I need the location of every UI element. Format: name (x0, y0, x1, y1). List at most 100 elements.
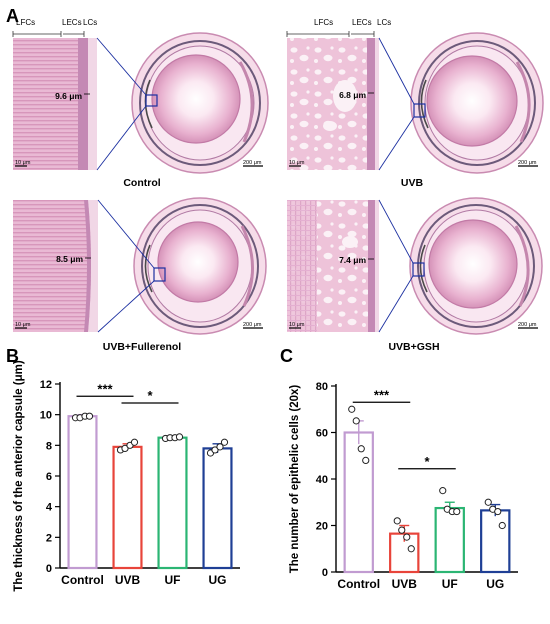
x-tick-label: UG (209, 573, 227, 587)
roi-box (145, 94, 158, 107)
panel-c-letter: C (280, 346, 293, 366)
y-tick-label: 12 (40, 379, 52, 391)
y-tick-label: 80 (316, 381, 328, 393)
y-tick-label: 0 (322, 567, 328, 579)
panel-b-chart: B 0 2 4 6 8 10 12 The thickness of the anterior… (6, 346, 240, 592)
scale-bar-small: 10 μm (289, 322, 305, 328)
panel-a-letter: A (6, 6, 19, 26)
data-point (352, 417, 360, 425)
data-point (484, 498, 492, 506)
y-tick-label: 40 (316, 474, 328, 486)
data-point (220, 438, 229, 446)
data-point (348, 405, 356, 413)
micrograph-zoom (287, 38, 379, 170)
thickness-label: 7.4 μm (339, 255, 366, 265)
scale-bar-small: 10 μm (289, 160, 305, 166)
group-label: UVB+Fullerenol (103, 341, 182, 353)
group-label: UVB (401, 177, 424, 189)
capsule-layer (368, 200, 375, 332)
scale-bar-large: 200 μm (518, 160, 537, 166)
significance-label: * (147, 388, 153, 403)
tile-control: LFCs LECs LCs 9.6 μm 10 μm 200 μm Contro… (12, 18, 269, 189)
data-point (216, 443, 224, 451)
panel-a: A LFCs LECs LCs 9.6 μm 10 μm (6, 6, 544, 353)
data-point (85, 412, 94, 420)
capsule-layer (367, 38, 375, 170)
data-point (211, 446, 219, 454)
bar-ug (480, 509, 511, 574)
bar-control (67, 415, 98, 570)
layer-label-lcs: LCs (377, 18, 391, 27)
data-point (498, 521, 506, 530)
data-point (403, 533, 411, 541)
x-tick-label: UF (165, 573, 181, 587)
roi-box (413, 103, 426, 118)
eye-section (131, 32, 269, 174)
y-axis-label: The number of epithelic cells (20x) (289, 385, 301, 574)
eye-section (133, 197, 267, 335)
eye-section (410, 32, 544, 174)
group-label: UVB+GSH (388, 341, 439, 353)
layer-label-lecs: LECs (352, 18, 372, 27)
thickness-label: 6.8 μm (339, 90, 366, 100)
y-tick-label: 8 (46, 440, 52, 452)
scale-bar-large: 200 μm (243, 322, 262, 328)
scale-bar-small: 10 μm (15, 160, 31, 166)
tile-uvb: LFCs LECs LCs 6.8 μm 10 μm 200 μm UVB (286, 18, 544, 189)
layer-label-lecs: LECs (62, 18, 82, 27)
group-label: Control (123, 177, 160, 189)
eye-section (409, 197, 543, 335)
bar-uf (434, 506, 465, 574)
data-point (175, 433, 184, 441)
x-tick-label: UVB (392, 577, 418, 591)
scale-bar-large: 200 μm (243, 160, 262, 166)
data-point (393, 517, 401, 525)
data-point (121, 444, 129, 452)
data-point (398, 526, 406, 534)
y-tick-label: 2 (46, 532, 52, 544)
data-point (362, 456, 370, 464)
bar-uvb (112, 445, 143, 570)
capsule-layer (78, 38, 88, 170)
panel-c-chart: C 0 20 40 60 80 The number of epithelic cells… (280, 346, 518, 591)
data-point (130, 438, 139, 446)
x-tick-label: UVB (115, 573, 141, 587)
data-point (407, 545, 415, 553)
data-point (439, 487, 447, 495)
layer-label-lfcs: LFCs (314, 18, 333, 27)
significance-label: *** (97, 381, 113, 396)
y-tick-label: 4 (46, 502, 53, 514)
y-axis-label: The thickness of the anterior capsule (μ… (13, 360, 25, 592)
thickness-label: 9.6 μm (55, 91, 82, 101)
tile-uvb-gsh: 7.4 μm 10 μm 200 μm UVB+GSH (287, 197, 543, 353)
x-tick-label: UG (486, 577, 504, 591)
scale-bar-small: 10 μm (15, 322, 31, 328)
thickness-label: 8.5 μm (56, 254, 83, 264)
data-point (357, 445, 365, 453)
panel-b-letter: B (6, 346, 19, 366)
significance-label: * (424, 454, 430, 469)
layer-label-lcs: LCs (83, 18, 97, 27)
y-tick-label: 0 (46, 563, 52, 575)
bar-uf (157, 436, 188, 570)
y-tick-label: 6 (46, 471, 52, 483)
roi-box (153, 267, 166, 282)
bar-ug (202, 447, 233, 570)
x-tick-label: Control (337, 577, 380, 591)
layer-label-lfcs: LFCs (16, 18, 35, 27)
y-tick-label: 10 (40, 410, 52, 422)
capsule-outer (88, 38, 97, 170)
capsule-layer (84, 200, 91, 332)
micrograph-zoom (13, 200, 98, 332)
x-tick-label: Control (61, 573, 104, 587)
significance-label: *** (374, 387, 390, 402)
roi-box (412, 262, 425, 277)
bar-control (343, 431, 374, 574)
data-point (494, 507, 502, 516)
y-tick-label: 20 (316, 521, 328, 533)
x-tick-label: UF (442, 577, 458, 591)
tile-uvb-fullerenol: 8.5 μm 10 μm 200 μm UVB+Fullerenol (13, 197, 267, 353)
data-point (453, 507, 461, 516)
scale-bar-large: 200 μm (518, 322, 537, 328)
